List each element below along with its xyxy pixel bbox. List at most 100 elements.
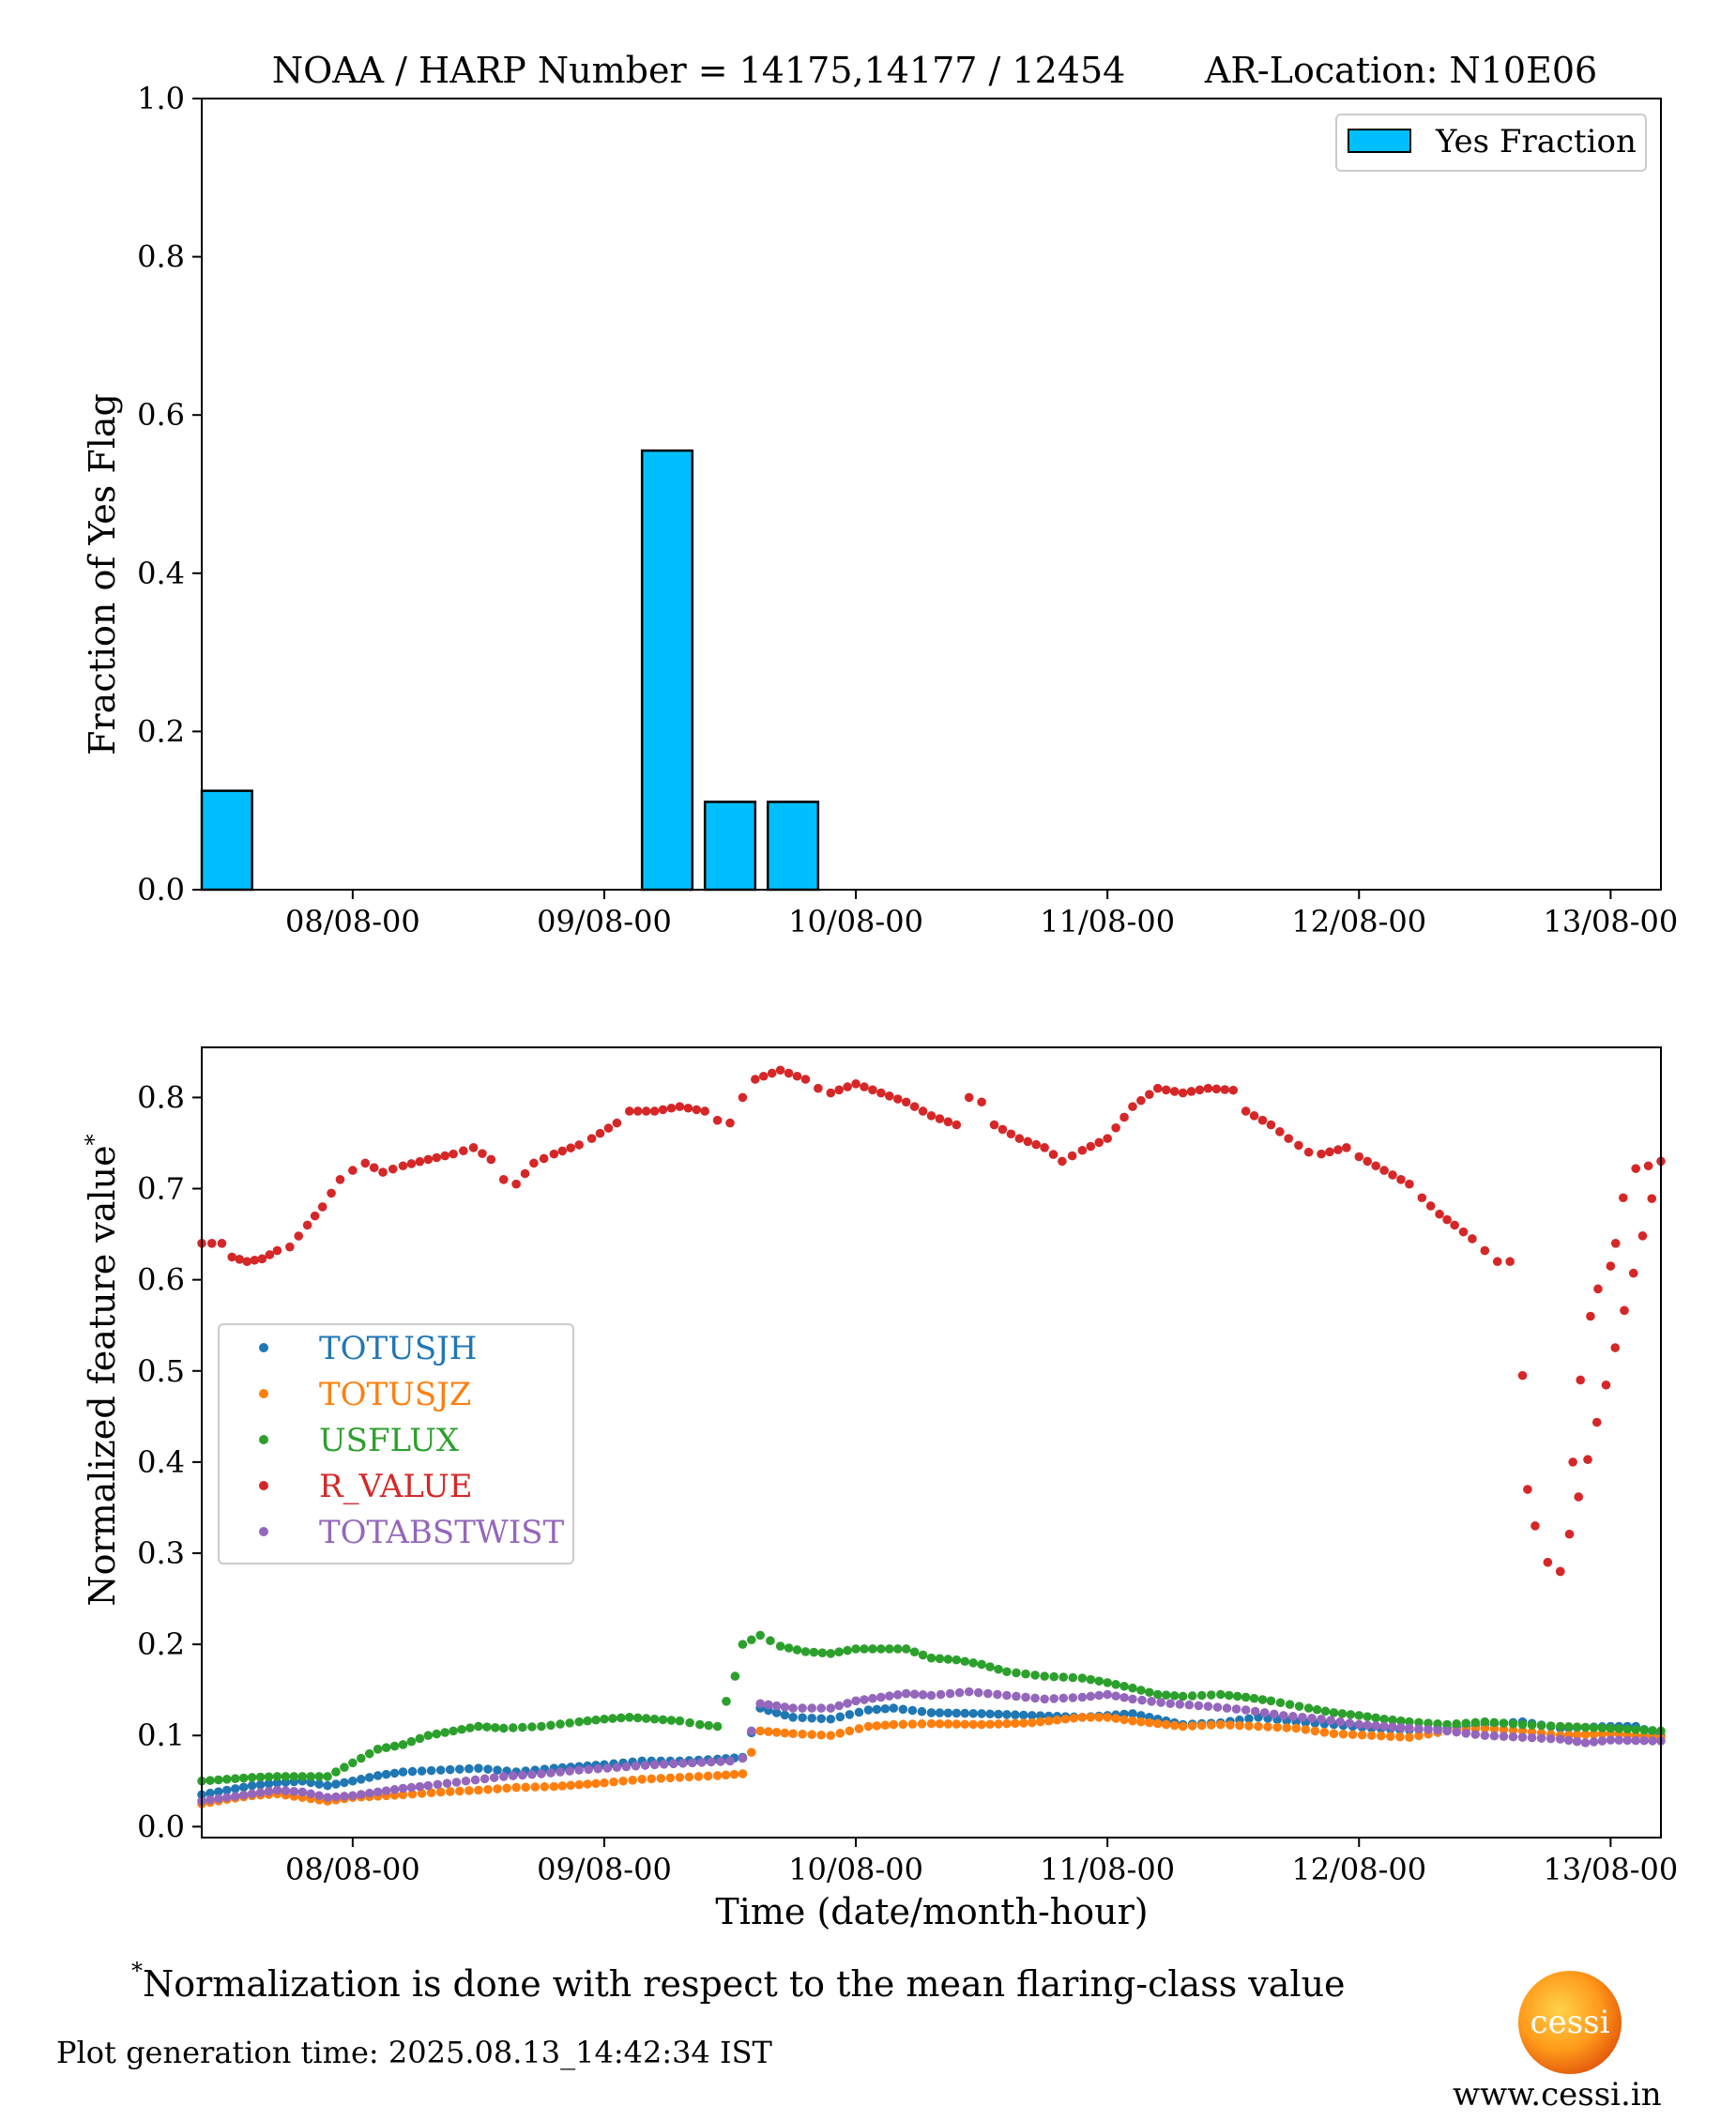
data-point (771, 1728, 782, 1737)
data-point (935, 1718, 945, 1729)
data-point (426, 1765, 436, 1776)
data-point (647, 1774, 657, 1784)
x-ticks: 08/08-00 09/08-00 10/08-00 11/08-00 12/08-00… (285, 890, 1678, 939)
data-point (1405, 1732, 1414, 1742)
data-point (721, 1770, 731, 1780)
data-point (730, 1671, 740, 1681)
data-point (943, 1708, 953, 1718)
data-point (1058, 1693, 1069, 1703)
data-point (683, 1103, 693, 1113)
data-point (511, 1179, 521, 1189)
data-point (1241, 1692, 1251, 1702)
data-point (230, 1792, 240, 1801)
data-point (697, 1758, 707, 1767)
data-point (807, 1703, 816, 1713)
data-point (1527, 1720, 1537, 1730)
data-point (417, 1789, 427, 1798)
series-totabstwist (197, 1686, 1666, 1806)
data-point (1388, 1722, 1397, 1732)
data-point (1622, 1735, 1633, 1746)
data-point (423, 1731, 434, 1741)
website-link[interactable]: www.cessi.in (1453, 2076, 1662, 2113)
data-point (798, 1713, 807, 1723)
data-point (985, 1662, 995, 1671)
data-point (1030, 1671, 1040, 1680)
data-point (373, 1744, 383, 1754)
data-point (264, 1786, 274, 1796)
data-point (935, 1708, 945, 1717)
data-point (1589, 1730, 1599, 1739)
y-tick-label: 0.8 (137, 1079, 185, 1115)
data-point (964, 1686, 974, 1697)
data-point (675, 1773, 685, 1782)
data-point (272, 1772, 282, 1781)
data-point (755, 1699, 765, 1709)
data-point (297, 1772, 308, 1781)
data-point (1128, 1709, 1137, 1718)
data-point (1119, 1715, 1129, 1725)
data-point (498, 1772, 509, 1781)
data-point (1152, 1083, 1163, 1093)
data-point (314, 1779, 324, 1789)
data-point (784, 1643, 794, 1653)
y-tick-label: 0.7 (137, 1171, 185, 1207)
y-axis-label-marker: * (81, 1134, 107, 1145)
data-point (1249, 1693, 1259, 1703)
data-point (235, 1254, 245, 1264)
data-point (1371, 1713, 1380, 1723)
y-tick-label: 0.3 (137, 1535, 185, 1571)
data-point (985, 1709, 995, 1719)
data-point (1414, 1717, 1424, 1728)
data-point (666, 1103, 677, 1113)
data-point (1563, 1722, 1574, 1732)
data-point (1388, 1715, 1397, 1725)
data-point (1354, 1711, 1364, 1720)
data-point (863, 1721, 874, 1732)
data-point (1224, 1690, 1234, 1701)
bar (640, 449, 694, 892)
x-tick-label: 12/08-00 (1291, 1852, 1426, 1887)
data-point (807, 1730, 816, 1740)
data-point (612, 1762, 622, 1773)
data-point (784, 1068, 794, 1078)
data-point (539, 1153, 549, 1164)
data-point (1027, 1717, 1037, 1728)
legend-label-totusjh: TOTUSJH (319, 1330, 477, 1367)
data-point (1580, 1730, 1591, 1740)
data-point (1631, 1735, 1640, 1746)
data-point (901, 1688, 911, 1699)
data-point (880, 1720, 891, 1731)
data-point (1470, 1730, 1481, 1739)
data-point (1244, 1714, 1254, 1724)
data-point (1002, 1667, 1012, 1677)
data-point (364, 1788, 374, 1798)
data-point (565, 1766, 574, 1776)
legend-marker-r-value (259, 1481, 268, 1490)
data-point (1326, 1716, 1335, 1726)
data-point (1152, 1718, 1163, 1729)
data-point (1011, 1718, 1020, 1729)
data-point (1572, 1722, 1582, 1732)
data-point (640, 1761, 650, 1770)
data-point (935, 1654, 945, 1664)
data-point (751, 1075, 760, 1084)
data-point (1555, 1734, 1565, 1744)
data-point (1211, 1084, 1222, 1094)
data-point (1175, 1700, 1185, 1709)
logo-text: cessi (1530, 2004, 1610, 2041)
data-point (1576, 1375, 1586, 1385)
data-point (1222, 1703, 1232, 1713)
bars-group (200, 449, 820, 892)
data-point (1342, 1143, 1351, 1152)
data-point (943, 1655, 953, 1664)
data-point (1137, 1695, 1147, 1705)
data-point (1643, 1161, 1653, 1171)
data-point (381, 1786, 391, 1795)
data-point (1165, 1699, 1175, 1709)
data-point (340, 1762, 349, 1773)
data-point (631, 1761, 641, 1771)
data-point (1379, 1721, 1389, 1732)
data-point (954, 1687, 965, 1698)
data-point (1508, 1725, 1518, 1735)
footnote-marker: * (131, 1958, 143, 1984)
